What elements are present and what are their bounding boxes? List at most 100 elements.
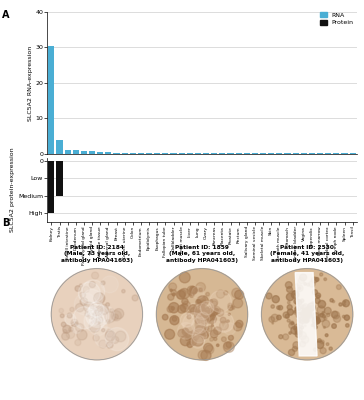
Circle shape bbox=[106, 329, 114, 337]
Circle shape bbox=[298, 332, 306, 340]
Circle shape bbox=[93, 313, 98, 318]
Circle shape bbox=[317, 314, 325, 322]
Circle shape bbox=[105, 312, 115, 322]
Circle shape bbox=[210, 300, 213, 303]
Circle shape bbox=[185, 335, 191, 341]
Circle shape bbox=[80, 298, 88, 305]
Circle shape bbox=[316, 341, 324, 348]
Circle shape bbox=[322, 320, 330, 328]
Circle shape bbox=[196, 282, 205, 292]
Circle shape bbox=[196, 312, 210, 326]
Circle shape bbox=[308, 306, 312, 310]
Circle shape bbox=[85, 312, 90, 316]
Bar bbox=[211, 153, 217, 154]
Circle shape bbox=[304, 314, 308, 318]
Circle shape bbox=[201, 331, 209, 339]
Bar bbox=[301, 153, 307, 154]
Circle shape bbox=[305, 320, 308, 323]
Circle shape bbox=[192, 337, 197, 342]
Circle shape bbox=[315, 298, 320, 304]
Circle shape bbox=[97, 306, 115, 324]
Circle shape bbox=[228, 305, 233, 310]
Title: Patient ID: 2184
(Male, 73 years old,
antibody HPA041603): Patient ID: 2184 (Male, 73 years old, an… bbox=[61, 245, 133, 263]
Circle shape bbox=[304, 310, 311, 317]
Circle shape bbox=[206, 327, 209, 330]
Circle shape bbox=[172, 317, 177, 321]
Circle shape bbox=[60, 314, 64, 318]
Circle shape bbox=[84, 302, 94, 312]
Circle shape bbox=[304, 311, 309, 316]
Circle shape bbox=[216, 309, 224, 316]
Circle shape bbox=[196, 326, 206, 335]
Circle shape bbox=[321, 340, 324, 344]
Circle shape bbox=[88, 313, 94, 319]
Circle shape bbox=[72, 322, 76, 326]
Circle shape bbox=[106, 303, 110, 306]
Circle shape bbox=[180, 336, 190, 346]
Circle shape bbox=[312, 313, 319, 320]
Bar bbox=[268, 153, 274, 154]
Legend: RNA, Protein: RNA, Protein bbox=[320, 12, 353, 25]
Circle shape bbox=[70, 307, 74, 312]
Circle shape bbox=[312, 302, 314, 304]
Circle shape bbox=[178, 305, 186, 313]
Circle shape bbox=[170, 289, 172, 292]
Circle shape bbox=[291, 326, 299, 334]
Circle shape bbox=[196, 310, 205, 318]
Circle shape bbox=[51, 269, 143, 360]
Circle shape bbox=[198, 350, 207, 360]
Circle shape bbox=[90, 317, 98, 325]
Circle shape bbox=[168, 294, 174, 300]
Circle shape bbox=[99, 340, 107, 348]
Circle shape bbox=[205, 306, 215, 316]
Circle shape bbox=[196, 319, 205, 328]
Circle shape bbox=[298, 322, 303, 326]
Circle shape bbox=[324, 317, 327, 320]
Circle shape bbox=[277, 306, 280, 310]
Circle shape bbox=[86, 304, 109, 328]
Circle shape bbox=[195, 320, 205, 330]
Circle shape bbox=[199, 302, 205, 308]
Circle shape bbox=[65, 314, 76, 325]
Circle shape bbox=[312, 290, 317, 295]
Circle shape bbox=[211, 324, 213, 327]
Circle shape bbox=[304, 325, 306, 327]
Circle shape bbox=[82, 280, 105, 303]
Circle shape bbox=[199, 304, 203, 308]
Circle shape bbox=[88, 307, 98, 316]
Text: B: B bbox=[2, 218, 9, 228]
Circle shape bbox=[203, 312, 206, 316]
Circle shape bbox=[272, 322, 274, 324]
Circle shape bbox=[309, 281, 315, 287]
Circle shape bbox=[332, 324, 336, 328]
Circle shape bbox=[288, 349, 294, 356]
Circle shape bbox=[271, 314, 278, 322]
Circle shape bbox=[115, 331, 126, 342]
Circle shape bbox=[83, 286, 89, 292]
Circle shape bbox=[189, 305, 197, 312]
Circle shape bbox=[167, 306, 173, 312]
Circle shape bbox=[293, 342, 300, 349]
Circle shape bbox=[232, 288, 242, 298]
Bar bbox=[187, 153, 193, 154]
Circle shape bbox=[269, 317, 274, 322]
Circle shape bbox=[296, 283, 298, 286]
Circle shape bbox=[213, 318, 216, 321]
Circle shape bbox=[333, 315, 341, 322]
Circle shape bbox=[200, 312, 204, 316]
Circle shape bbox=[66, 330, 75, 338]
Circle shape bbox=[294, 328, 296, 330]
Circle shape bbox=[112, 314, 118, 320]
Circle shape bbox=[202, 308, 212, 318]
Circle shape bbox=[214, 313, 234, 332]
Circle shape bbox=[297, 315, 298, 317]
Circle shape bbox=[294, 299, 299, 304]
Circle shape bbox=[299, 312, 301, 314]
Title: Patient ID: 1859
(Male, 61 years old,
antibody HPA041603): Patient ID: 1859 (Male, 61 years old, an… bbox=[166, 245, 238, 263]
Circle shape bbox=[318, 300, 326, 308]
Circle shape bbox=[210, 330, 218, 338]
Circle shape bbox=[217, 290, 225, 298]
Circle shape bbox=[192, 286, 204, 298]
Circle shape bbox=[132, 295, 138, 301]
Circle shape bbox=[106, 320, 110, 324]
